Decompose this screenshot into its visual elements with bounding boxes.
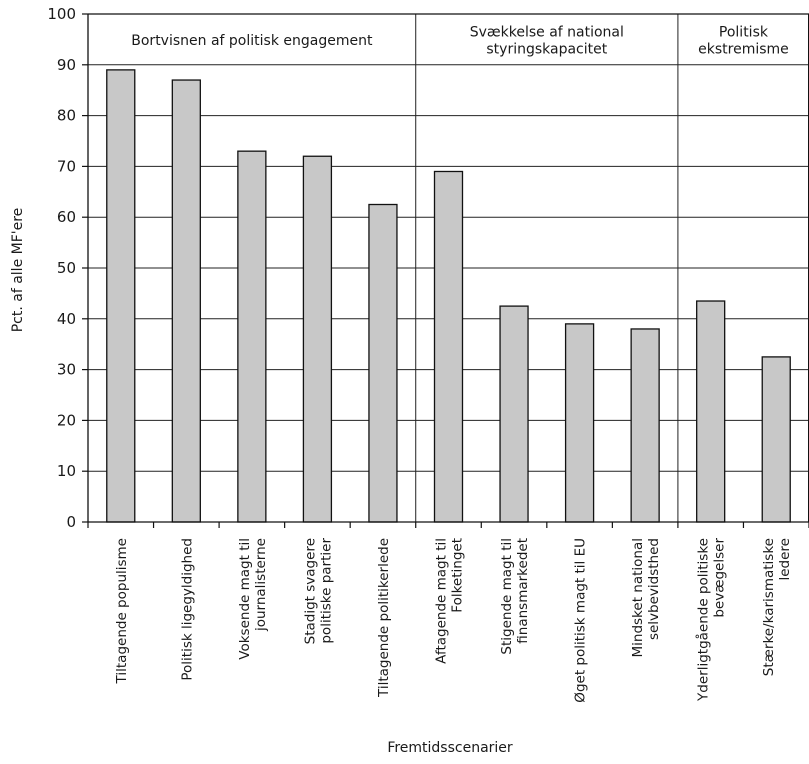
x-tick-label: Stadigt svagere: [302, 538, 318, 644]
group-label: Bortvisnen af politisk engagement: [131, 33, 373, 49]
group-label-line: Bortvisnen af politisk engagement: [131, 33, 373, 49]
bar: [696, 300, 726, 523]
x-tick-label: journalisterne: [253, 538, 269, 632]
y-tick-label: 20: [57, 411, 76, 429]
y-tick-label: 0: [66, 513, 76, 531]
x-tick-label: Stigende magt til: [499, 538, 515, 655]
bar: [499, 305, 529, 523]
y-tick-label: 40: [57, 310, 76, 328]
bar: [302, 155, 333, 523]
y-tick-labels: 0 10 20 30 40 50 60 70 80 90 100: [47, 5, 88, 531]
x-tick-label: Stærke/karismatiske: [761, 538, 777, 676]
x-tick-label: Mindsket national: [630, 538, 646, 658]
group-label: Svækkelse af national styringskapacitet: [470, 25, 624, 58]
y-tick-label: 60: [57, 208, 76, 226]
y-axis-title: Pct. af alle MF'ere: [10, 208, 26, 333]
x-tick-label: finansmarkedet: [515, 538, 531, 644]
x-axis-title: Fremtidsscenarier: [387, 740, 513, 756]
y-tick-label: 90: [57, 56, 76, 74]
y-tick-label: 70: [57, 157, 76, 175]
x-tick-label: Voksende magt til: [237, 538, 253, 660]
y-tick-label: 10: [57, 462, 76, 480]
group-separators: [415, 14, 679, 522]
bar: [237, 150, 267, 523]
x-tick-label: Politisk ligegyldighed: [179, 538, 195, 681]
bar: [106, 69, 136, 523]
x-tick-label: Tiltagende politikerlede: [376, 538, 392, 698]
x-tick-labels: Tiltagende populisme Politisk ligegyldigh…: [87, 522, 809, 703]
x-tick-label: Yderligtgående politiske: [695, 538, 712, 702]
y-tick-label: 30: [57, 361, 76, 379]
x-tick-label: Aftagende magt til: [434, 538, 450, 664]
x-tick-label: selvbevidsthed: [646, 538, 662, 640]
x-tick-label: Tiltagende populisme: [114, 538, 130, 684]
bars: [106, 69, 791, 523]
bar: [171, 79, 201, 523]
y-tick-label: 100: [47, 5, 76, 23]
group-label-line: Svækkelse af national: [470, 25, 624, 41]
x-tick-label: ledere: [777, 538, 793, 581]
group-labels: Bortvisnen af politisk engagement Svækkel…: [131, 25, 789, 58]
bar: [368, 203, 398, 523]
x-tick-label: Øget politisk magt til EU: [573, 538, 589, 703]
group-label-line: Politisk: [719, 25, 769, 41]
x-tick-label: politiske partier: [318, 538, 334, 644]
group-label-line: styringskapacitet: [486, 42, 607, 58]
bar: [761, 356, 791, 523]
y-tick-label: 80: [57, 107, 76, 125]
x-tick-label: Folketinget: [450, 538, 466, 613]
y-tick-label: 50: [57, 259, 76, 277]
x-tick-label: bevægelser: [712, 538, 728, 618]
group-label: Politisk ekstremisme: [698, 25, 789, 58]
bar: [630, 328, 660, 523]
group-label-line: ekstremisme: [698, 42, 789, 58]
bar: [433, 170, 464, 523]
bar: [564, 323, 595, 523]
